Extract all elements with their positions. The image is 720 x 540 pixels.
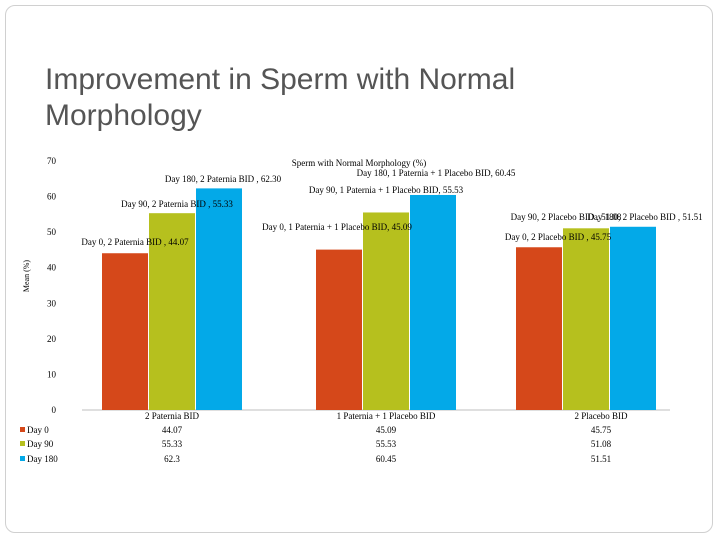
y-tick-label: 0: [52, 405, 57, 415]
y-axis-label: Mean (%): [22, 260, 31, 293]
data-label: Day 0, 1 Paternia + 1 Placebo BID, 45.09: [262, 222, 412, 232]
table-cell: 51.51: [591, 454, 611, 464]
chart-title: Sperm with Normal Morphology (%): [292, 158, 426, 168]
y-tick-label: 60: [47, 192, 57, 202]
bar-day-90-group-3: [563, 228, 609, 410]
bar-day-90-group-1: [149, 213, 195, 410]
table-cell: 45.75: [591, 425, 612, 435]
data-label: Day 180, 2 Placebo BID , 51.51: [587, 212, 702, 222]
bar-day-180-group-1: [196, 188, 242, 410]
legend-label: Day 0: [27, 425, 49, 435]
data-label: Day 0, 2 Placebo BID , 45.75: [505, 232, 612, 242]
data-label: Day 0, 2 Paternia BID , 44.07: [81, 237, 189, 247]
data-label: Day 180, 1 Paternia + 1 Placebo BID, 60.…: [357, 168, 516, 178]
bar-day-0-group-3: [516, 247, 562, 410]
y-tick-label: 70: [47, 156, 57, 166]
slide-title: Improvement in Sperm with Normal Morphol…: [45, 63, 516, 132]
y-tick-label: 50: [47, 227, 57, 237]
x-category-label: 1 Paternia + 1 Placebo BID: [337, 411, 436, 421]
bar-day-90-group-2: [363, 212, 409, 410]
x-category-label: 2 Paternia BID: [145, 411, 199, 421]
bar-day-0-group-2: [316, 249, 362, 410]
legend-label: Day 90: [27, 439, 54, 449]
y-tick-label: 10: [47, 369, 57, 379]
bar-day-180-group-2: [410, 194, 456, 410]
table-cell: 62.3: [164, 454, 180, 464]
table-cell: 45.09: [376, 425, 397, 435]
data-label: Day 180, 2 Paternia BID , 62.30: [165, 174, 282, 184]
table-cell: 55.33: [162, 439, 183, 449]
bar-day-0-group-1: [102, 253, 148, 410]
x-category-label: 2 Placebo BID: [575, 411, 628, 421]
table-cell: 51.08: [591, 439, 612, 449]
bar-day-180-group-3: [610, 226, 656, 410]
table-cell: 55.53: [376, 439, 397, 449]
legend-swatch-day-90: [20, 441, 25, 446]
legend-swatch-day-0: [20, 427, 25, 432]
data-label: Day 90, 1 Paternia + 1 Placebo BID, 55.5…: [309, 185, 464, 195]
data-label: Day 90, 2 Paternia BID , 55.33: [121, 199, 233, 209]
y-tick-label: 30: [47, 298, 57, 308]
table-cell: 44.07: [162, 425, 183, 435]
y-tick-label: 20: [47, 334, 57, 344]
table-cell: 60.45: [376, 454, 397, 464]
y-tick-label: 40: [47, 263, 57, 273]
data-label: Day 90, 2 Placebo BID , 51.08: [511, 212, 622, 222]
legend-label: Day 180: [27, 454, 58, 464]
slide-frame: [5, 5, 713, 533]
legend-swatch-day-180: [20, 456, 25, 461]
